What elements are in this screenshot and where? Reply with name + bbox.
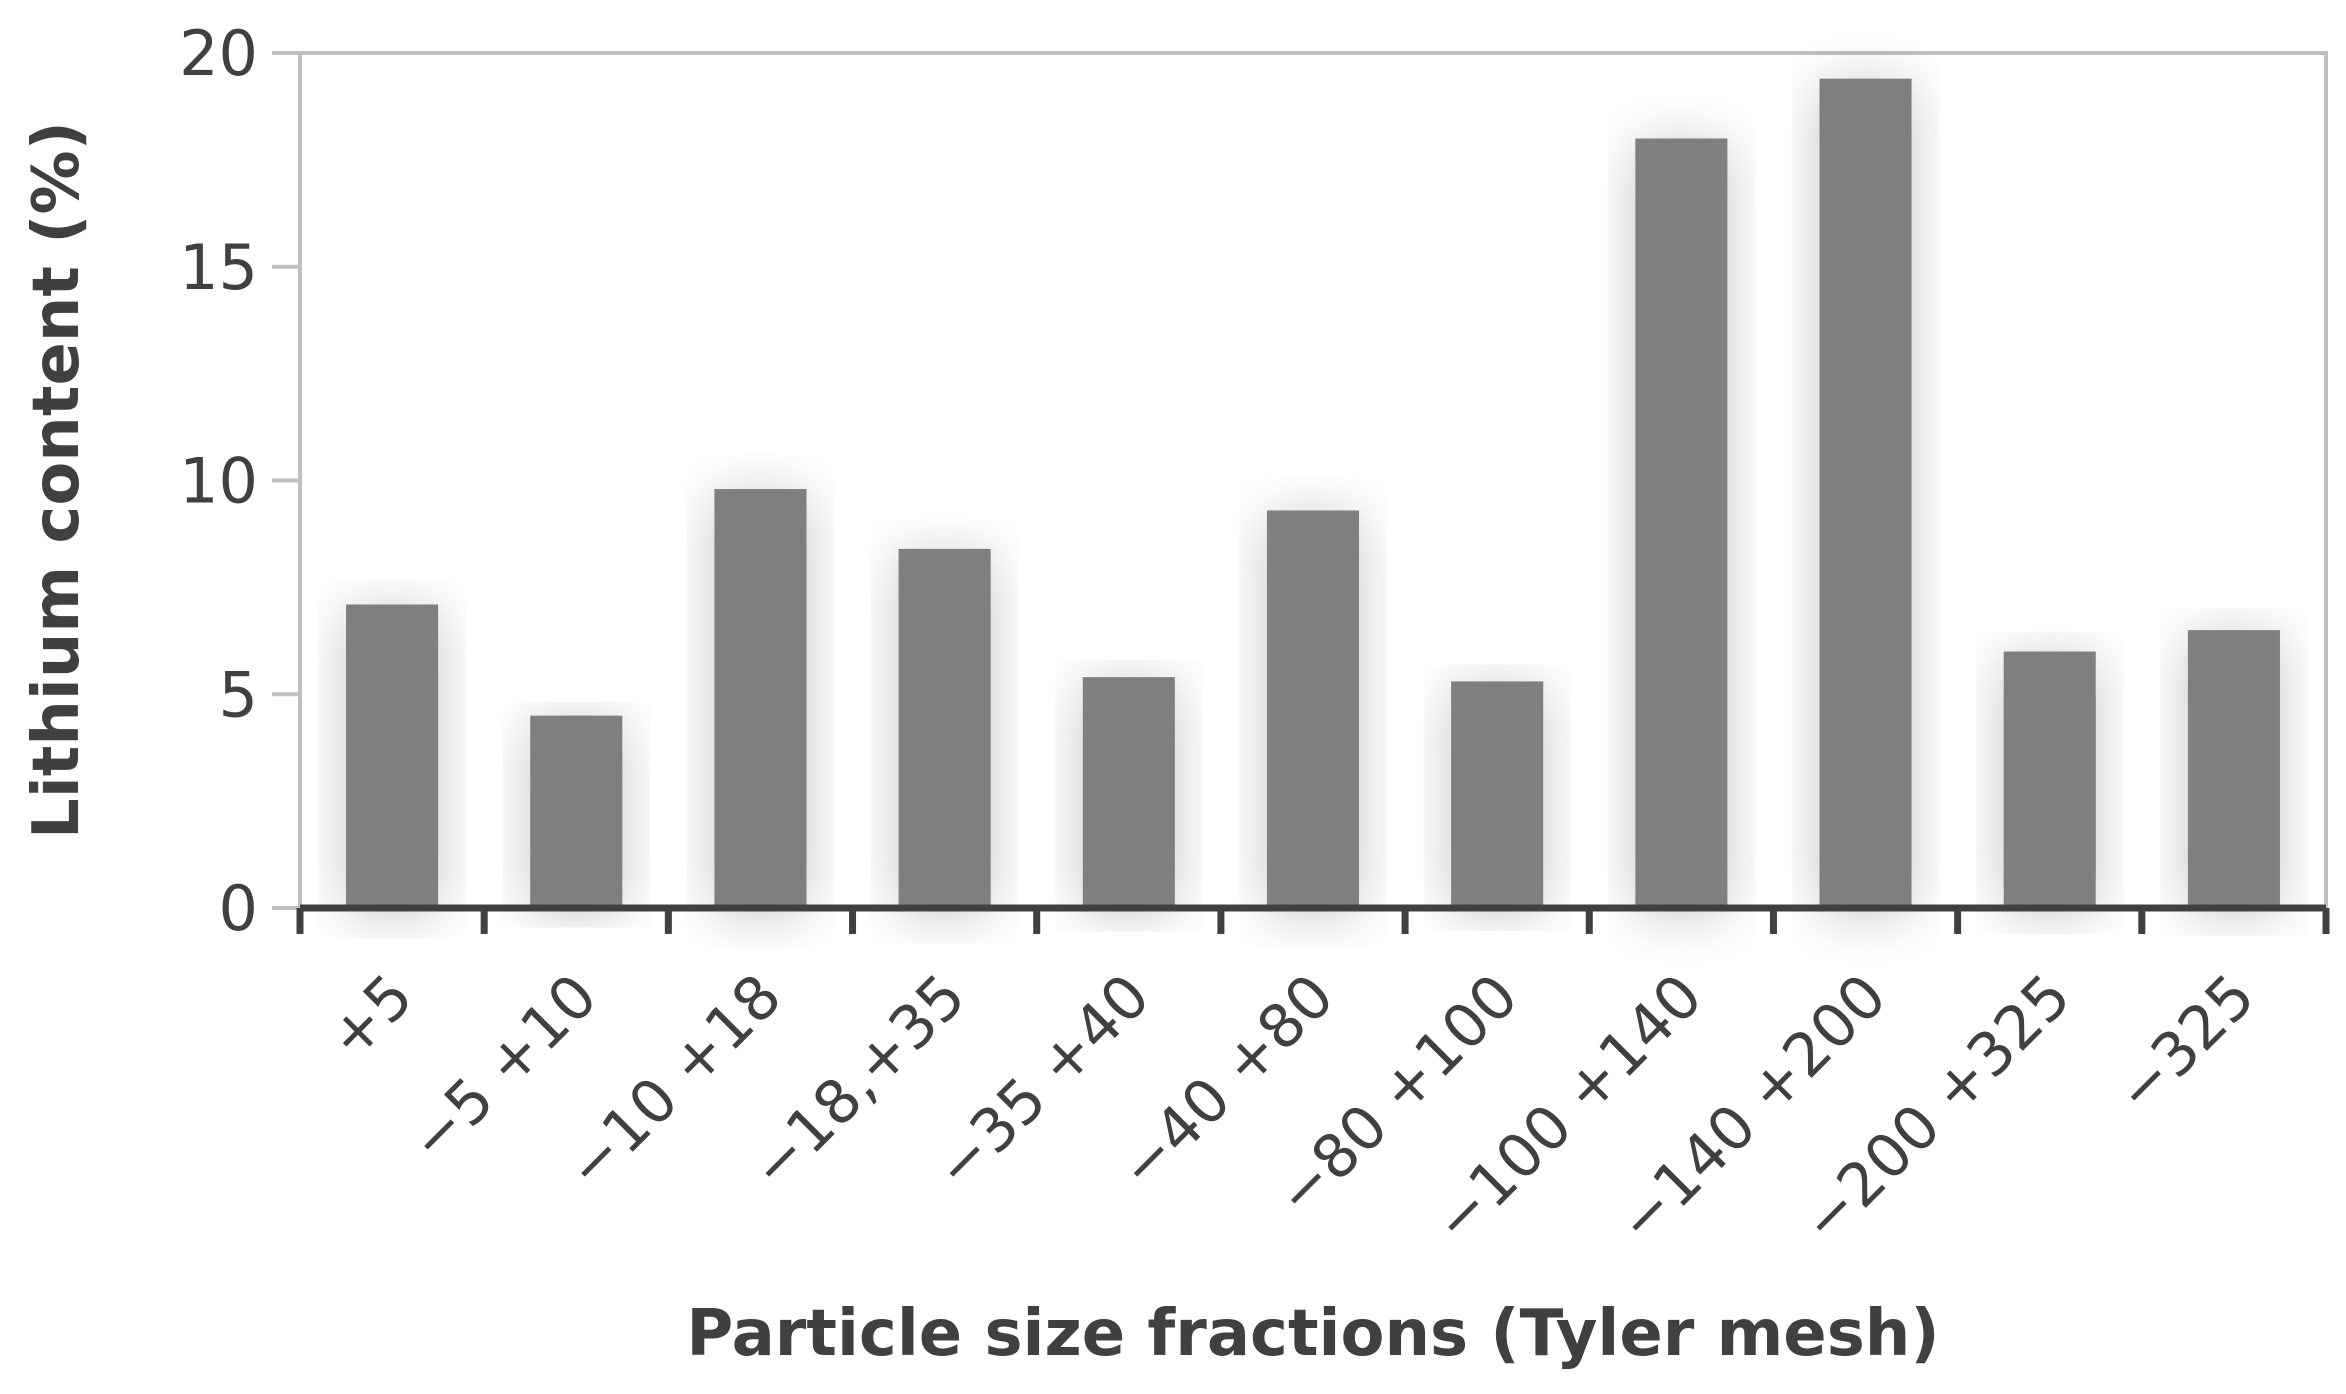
bar	[2003, 651, 2096, 908]
y-tick-label: 15	[179, 231, 258, 304]
bar	[1082, 677, 1175, 908]
x-axis-title: Particle size fractions (Tyler mesh)	[686, 1297, 1939, 1371]
y-tick-label: 0	[219, 872, 258, 945]
axes-group	[272, 51, 2330, 934]
bar	[1451, 681, 1544, 908]
y-tick-label: 5	[219, 658, 258, 731]
y-tick-label: 20	[179, 17, 258, 90]
x-tick-label: −325	[2102, 961, 2268, 1127]
bar	[2187, 630, 2280, 908]
bar	[1819, 78, 1912, 908]
y-tick-labels: 0 5 10 15 20	[179, 17, 258, 945]
bar	[898, 548, 991, 908]
bars-group	[346, 78, 2280, 908]
y-tick-label: 10	[179, 445, 258, 518]
y-axis-title: Lithium content (%)	[20, 121, 94, 839]
bar	[1635, 138, 1728, 908]
x-tick-label: +5	[315, 961, 427, 1073]
bar	[530, 715, 623, 908]
bar	[346, 604, 439, 908]
bar	[714, 489, 807, 908]
x-tick-labels: +5−5 +10−10 +18−18,+35−35 +40−40 +80−80 …	[315, 961, 2269, 1257]
bar	[1266, 510, 1360, 908]
